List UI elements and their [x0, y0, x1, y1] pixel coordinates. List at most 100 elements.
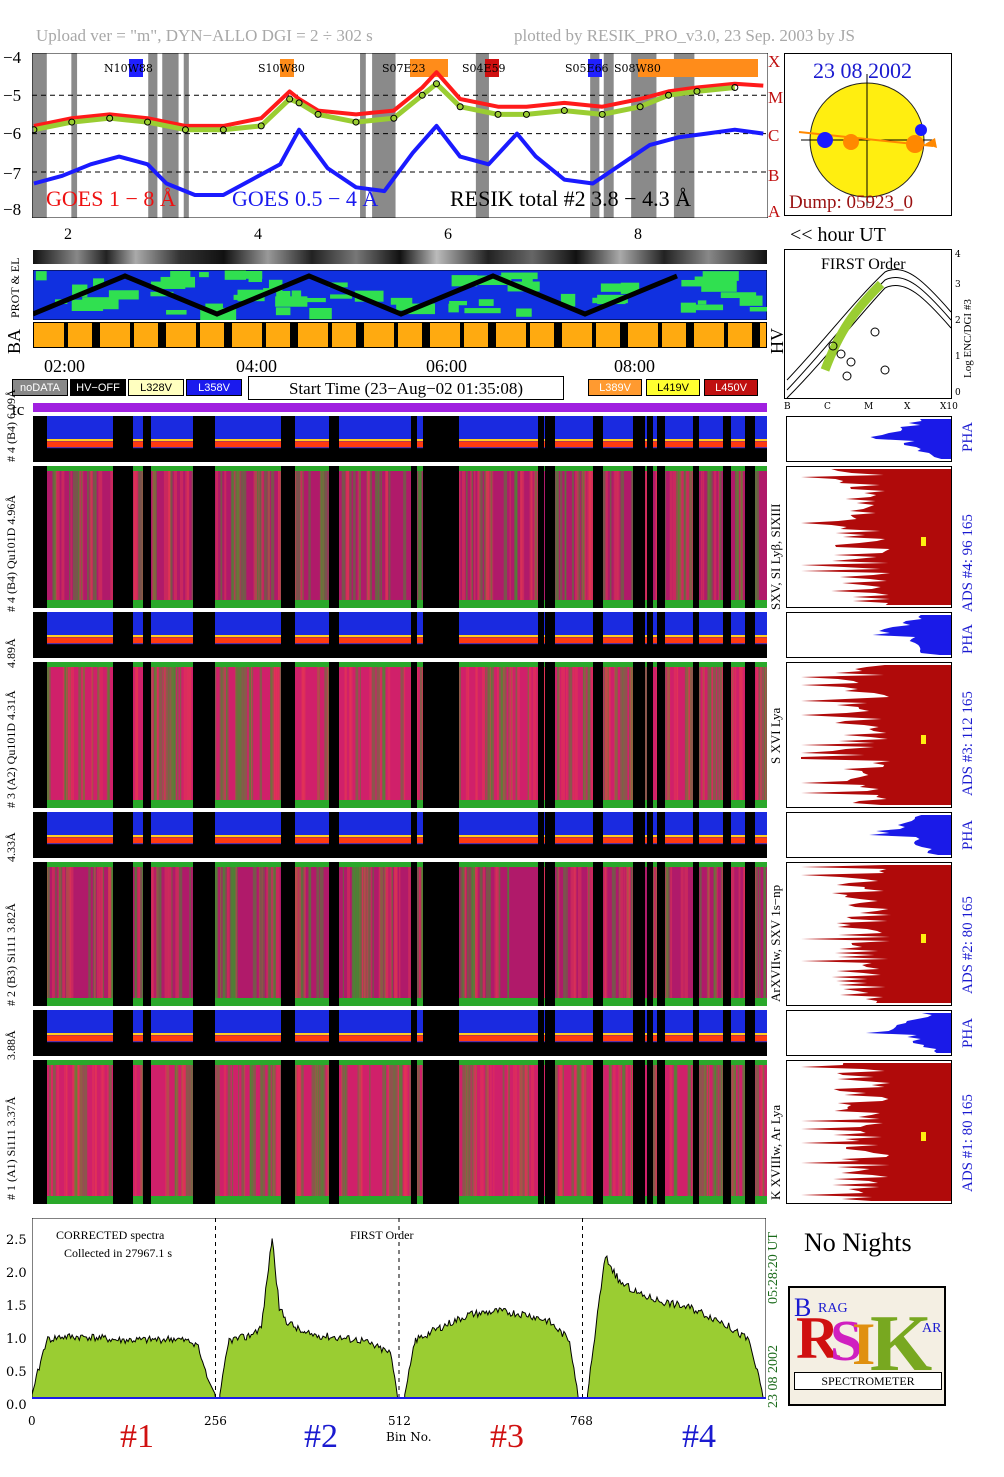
pha-histogram — [865, 1013, 951, 1053]
ba-strip — [33, 322, 767, 348]
resik-logo-art: R S I K B RAG AR — [794, 1293, 942, 1388]
ch4-pha-tag: PHA — [960, 421, 976, 452]
region-marker — [638, 59, 758, 77]
ch1-spec-label: # 1 (A1) Si111 3.37Å — [4, 1096, 18, 1200]
hour-tick: 6 — [444, 226, 452, 243]
spec-xtick: 512 — [388, 1414, 411, 1428]
pha-histogram — [870, 419, 951, 459]
header-right: plotted by RESIK_PRO_v3.0, 23 Sep. 2003 … — [514, 26, 855, 45]
ch1-ads-hist — [786, 1060, 952, 1204]
region-label: S08W80 — [614, 62, 661, 75]
el-strip — [33, 250, 767, 264]
spec-ytick: 1.5 — [6, 1299, 27, 1314]
spectrum-channel-3 — [404, 1307, 579, 1399]
resik-point — [295, 99, 303, 107]
resik-point — [390, 114, 398, 122]
spectrum-channel-2 — [219, 1238, 399, 1399]
spectrum-title1: CORRECTED spectra — [56, 1228, 165, 1242]
resik-point — [286, 95, 294, 103]
spec-ytick: 0.0 — [6, 1398, 27, 1413]
ads-marker — [921, 934, 926, 943]
svg-text:RAG: RAG — [818, 1301, 848, 1316]
hour-ut-label: << hour UT — [790, 224, 886, 246]
ch3-spec-strip — [33, 662, 767, 808]
header-left: Upload ver = "m", DYN−ALLO DGI = 2 ÷ 302… — [36, 26, 373, 45]
goes-ytick-3: −6 — [3, 124, 22, 143]
channel-label-4: #4 — [682, 1418, 716, 1455]
spec-ytick: 0.5 — [6, 1365, 27, 1380]
svg-text:R: R — [796, 1305, 840, 1371]
svg-text:B: B — [794, 1293, 811, 1322]
hour-tick: 8 — [634, 226, 642, 243]
goes-ytick-4: −7 — [3, 164, 22, 183]
sun-disk-figure — [798, 74, 937, 206]
logo-text: SPECTROMETER — [794, 1372, 942, 1390]
time-tick: 04:00 — [236, 356, 278, 376]
svg-text:I: I — [852, 1311, 875, 1377]
channel-label-3: #3 — [490, 1418, 524, 1455]
ch1-pha-hist — [786, 1010, 952, 1056]
resik-point — [144, 118, 152, 126]
ch4-pha-label: # 4 (B4) 6.09Å — [4, 389, 18, 462]
prot-el-strip — [33, 270, 767, 320]
spectrum-channel-4 — [587, 1255, 764, 1399]
fo-ytick: 2 — [955, 316, 961, 326]
ch4-ads: ADS #4: 96 165 — [960, 514, 976, 612]
ch3-ads-hist — [786, 662, 952, 808]
first-order-plot — [786, 268, 951, 398]
region-label: S07E23 — [382, 62, 426, 75]
legend-l419v: L419V — [646, 379, 700, 396]
spec-xtick: 768 — [570, 1414, 593, 1428]
resik-point — [456, 103, 464, 111]
ch2-spec-strip — [33, 862, 767, 1006]
goes-lightcurve-plot — [32, 53, 768, 218]
ch4-pha-strip — [33, 416, 767, 462]
resik-point — [665, 91, 673, 99]
spectrum-title2: Collected in 27967.1 s — [64, 1246, 172, 1260]
first-order-title: FIRST Order — [821, 256, 906, 273]
ch3-ads: ADS #3: 112 165 — [960, 691, 976, 796]
resik-point — [257, 122, 265, 130]
fo-ytick: 1 — [955, 352, 961, 362]
ch1-pha-strip — [33, 1010, 767, 1056]
spec-xtick: 0 — [28, 1414, 36, 1428]
spec-xtick: 256 — [204, 1414, 227, 1428]
ch3-pha-hist — [786, 612, 952, 658]
region-marker — [280, 59, 294, 77]
svg-text:S: S — [830, 1308, 862, 1373]
ch1-spec-strip — [33, 1060, 767, 1204]
prot-el-label: PROT & EL — [8, 257, 22, 318]
ads-histogram — [801, 865, 951, 1003]
ch2-ads-hist — [786, 862, 952, 1006]
ch4-pha-hist — [786, 416, 952, 462]
ch2-lines: ArXVIIw, SXV 1s−np — [768, 884, 783, 1002]
legend-nodata: noDATA — [12, 379, 68, 396]
spectrum-date: 23 08 2002 — [766, 1345, 781, 1408]
ch2-pha-strip — [33, 812, 767, 858]
legend-l358v: L358V — [186, 379, 242, 396]
legend-l450v: L450V — [704, 379, 758, 396]
ch2-pha-tag: PHA — [960, 819, 976, 850]
channel-label-1: #1 — [120, 1418, 154, 1455]
spec-ytick: 2.5 — [6, 1233, 27, 1248]
resik-point — [494, 110, 502, 118]
resik-point — [731, 84, 739, 92]
tc-bar — [33, 403, 767, 412]
region-label: N10W88 — [104, 62, 153, 75]
no-nights: No Nights — [804, 1228, 912, 1257]
resik-point — [560, 107, 568, 115]
goes1-label: GOES 1 − 8 Å — [46, 186, 176, 211]
ch4-lines: SXV, SI Lyβ, SIXIII — [768, 503, 783, 610]
class-m: M — [768, 88, 784, 107]
ch4-spec-strip — [33, 466, 767, 608]
fo-ytick: 0 — [955, 388, 961, 398]
resik-point — [181, 126, 189, 134]
ch2-spec-label: # 2 (B3) Si111 3.82Å — [4, 903, 18, 1006]
fo-xtick: X10 — [940, 402, 958, 412]
spectrum-time: 05:28:20 UT — [766, 1232, 781, 1304]
resik-logo: R S I K B RAG AR SPECTROMETER — [788, 1286, 946, 1406]
time-tick: 08:00 — [614, 356, 656, 376]
ch2-ads: ADS #2: 80 165 — [960, 896, 976, 994]
goes-ytick-2: −5 — [3, 86, 22, 105]
region-label: S10W80 — [258, 62, 305, 75]
